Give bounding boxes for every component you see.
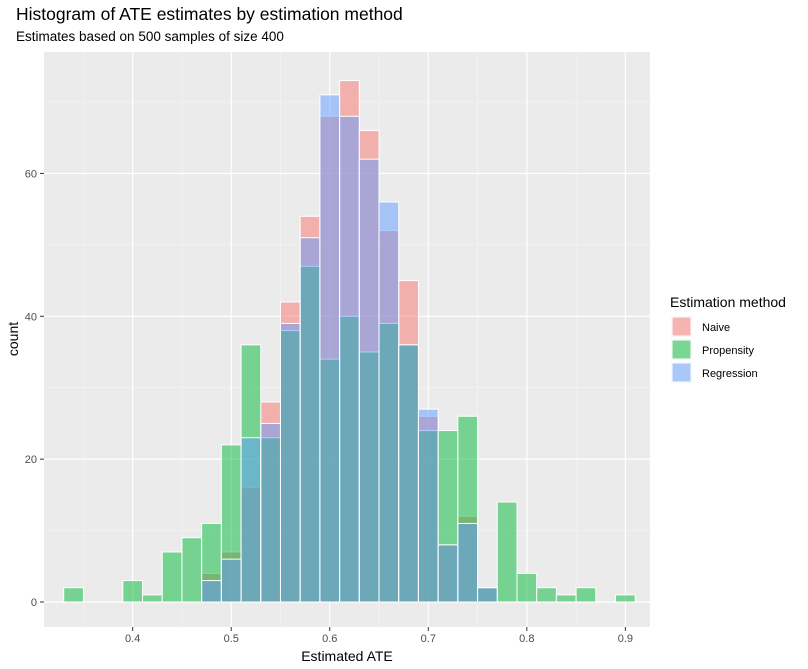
axis-ticks: 0.4 0.5 0.6 0.7 0.8 0.9 0 20 40 60 [25,168,633,645]
chart-title: Histogram of ATE estimates by estimation… [16,4,403,24]
y-tick-label: 20 [25,454,37,466]
x-tick-label: 0.5 [224,633,239,645]
x-tick-label: 0.4 [125,633,140,645]
bar-propensity [181,537,203,603]
bar-regression [358,158,380,603]
bar-regression [398,344,419,603]
legend-label-naive: Naive [702,322,730,334]
y-axis-title: count [5,322,21,356]
bar-propensity [63,587,84,603]
y-tick-label: 40 [25,311,37,323]
bar-regression [279,322,301,603]
x-tick-label: 0.6 [322,633,337,645]
legend-label-regression: Regression [702,368,758,380]
y-tick-label: 60 [25,168,37,180]
bar-propensity [575,587,597,603]
x-tick-label: 0.8 [519,633,534,645]
bar-regression [457,522,479,603]
bar-propensity [555,594,577,603]
legend-key-propensity [671,339,692,360]
legend-label-propensity: Propensity [702,345,754,357]
bar-regression [319,94,341,603]
x-axis-title: Estimated ATE [301,648,393,664]
bar-regression [220,558,242,603]
legend-title: Estimation method [670,294,786,310]
bar-regression [260,422,281,603]
chart-subtitle: Estimates based on 500 samples of size 4… [16,29,284,44]
bar-propensity [142,594,163,603]
bar-propensity [536,587,557,603]
bar-propensity [122,580,144,603]
legend-key-naive [671,316,692,337]
bar-regression [437,544,459,603]
bar-regression [378,201,400,603]
bar-regression [201,580,222,603]
bar-propensity [516,572,538,603]
bar-propensity [615,594,636,603]
bars [63,80,636,603]
bar-regression [240,437,262,603]
bar-regression [339,115,360,603]
x-tick-label: 0.9 [618,633,633,645]
bar-regression [299,237,321,603]
bar-propensity [496,501,518,603]
y-tick-label: 0 [31,597,37,609]
bar-propensity [161,551,183,603]
bar-regression [477,587,498,603]
legend: Estimation method Naive Propensity Regress… [670,294,786,383]
bar-regression [417,408,439,603]
x-tick-label: 0.7 [421,633,436,645]
legend-key-regression [671,362,692,383]
